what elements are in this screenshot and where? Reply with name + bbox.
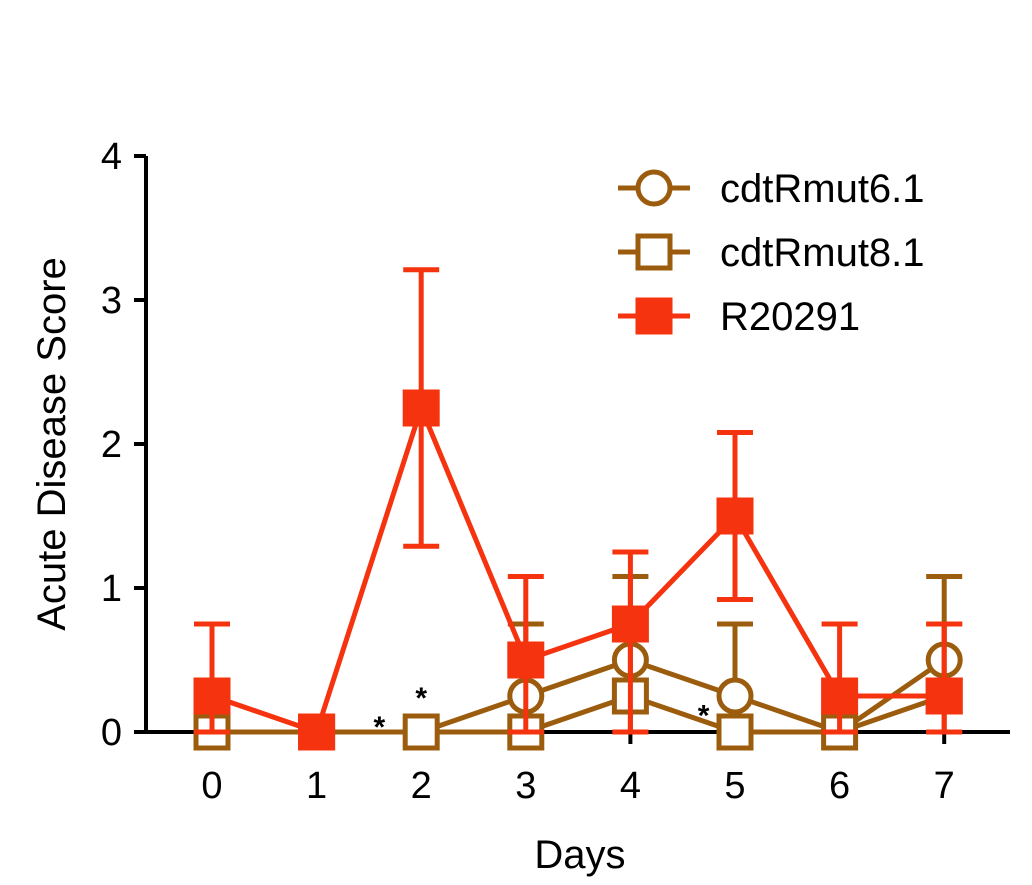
significance-marker: * bbox=[698, 699, 710, 732]
data-point bbox=[821, 677, 859, 715]
data-point bbox=[402, 389, 440, 427]
x-axis-title: Days bbox=[534, 833, 625, 877]
y-tick-label: 1 bbox=[101, 568, 122, 610]
data-point bbox=[193, 677, 231, 715]
significance-marker: * bbox=[415, 682, 427, 715]
x-tick-label: 5 bbox=[724, 765, 745, 807]
annotations-layer: * * * bbox=[374, 682, 710, 744]
x-tick-label: 1 bbox=[306, 765, 327, 807]
data-point bbox=[635, 297, 673, 335]
y-axis-title: Acute Disease Score bbox=[30, 257, 74, 631]
x-tick-label: 7 bbox=[934, 765, 955, 807]
x-tick-label: 6 bbox=[829, 765, 850, 807]
data-point bbox=[298, 713, 336, 751]
data-point bbox=[925, 677, 963, 715]
legend: cdtRmut6.1 cdtRmut8.1 R20291 bbox=[618, 167, 925, 339]
data-point bbox=[635, 233, 673, 271]
data-point bbox=[402, 713, 440, 751]
significance-marker: * bbox=[374, 711, 386, 744]
data-point bbox=[716, 677, 754, 715]
legend-label: R20291 bbox=[720, 295, 860, 339]
legend-label: cdtRmut8.1 bbox=[720, 231, 925, 275]
x-tick-label: 3 bbox=[515, 765, 536, 807]
data-point bbox=[716, 497, 754, 535]
data-point bbox=[716, 713, 754, 751]
y-tick-label: 4 bbox=[101, 136, 122, 178]
y-tick-label: 2 bbox=[101, 424, 122, 466]
y-tick-label: 0 bbox=[101, 712, 122, 754]
series-R20291 bbox=[193, 267, 963, 751]
series-layer bbox=[193, 267, 963, 751]
y-tick-label: 3 bbox=[101, 280, 122, 322]
data-point bbox=[507, 641, 545, 679]
legend-label: cdtRmut6.1 bbox=[720, 167, 925, 211]
series-line bbox=[211, 405, 945, 735]
data-point bbox=[611, 605, 649, 643]
legend-item: R20291 bbox=[618, 295, 860, 339]
x-tick-label: 2 bbox=[411, 765, 432, 807]
x-tick-label: 0 bbox=[201, 765, 222, 807]
data-point bbox=[635, 169, 673, 207]
legend-item: cdtRmut6.1 bbox=[618, 167, 925, 211]
x-tick-label: 4 bbox=[620, 765, 641, 807]
axes: 0 1 2 3 4 0 1 2 3 4 5 6 7 Days Acute Disease Score bbox=[30, 136, 1010, 877]
legend-item: cdtRmut8.1 bbox=[618, 231, 925, 275]
